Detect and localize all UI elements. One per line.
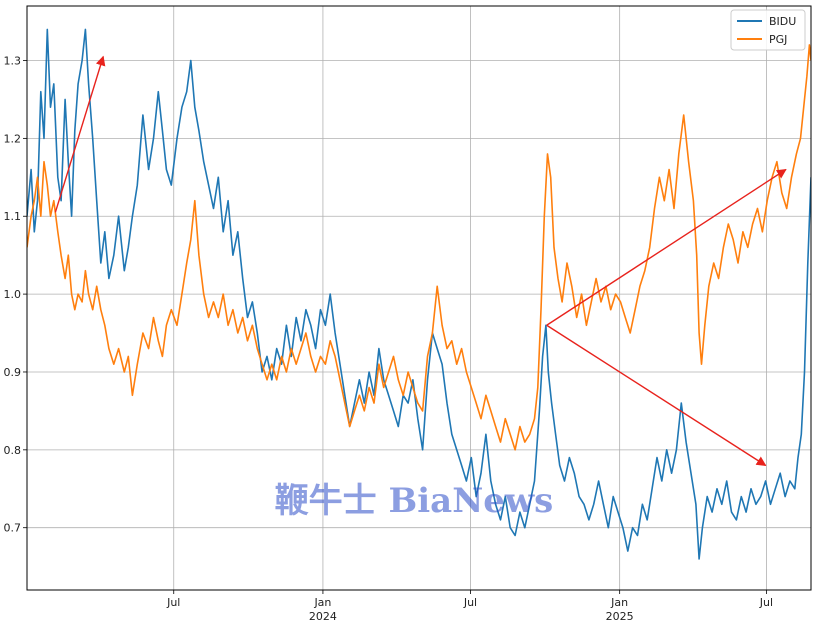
x-tick-year-label: 2025 <box>606 610 634 623</box>
x-tick-label: Jul <box>463 596 477 609</box>
annotation-arrow <box>546 324 767 467</box>
y-tick-label: 0.9 <box>4 366 22 379</box>
legend-label-bidu: BIDU <box>769 15 796 28</box>
x-tick-label: Jul <box>759 596 773 609</box>
x-tick-year-label: 2024 <box>309 610 337 623</box>
x-tick-label: Jan <box>313 596 331 609</box>
x-tick-label: Jul <box>166 596 180 609</box>
annotation-arrow <box>546 168 787 326</box>
legend: BIDU PGJ <box>730 9 806 51</box>
y-tick-label: 1.2 <box>4 132 22 145</box>
y-tick-label: 1.3 <box>4 55 22 68</box>
legend-label-pgj: PGJ <box>769 33 787 46</box>
series-layer <box>27 28 811 560</box>
y-tick-label: 1.0 <box>4 288 22 301</box>
series-line-pgj <box>27 44 811 451</box>
plot-frame <box>26 5 812 591</box>
annotation-arrow <box>54 55 106 213</box>
y-tick-label: 0.7 <box>4 522 22 535</box>
annotation-arrows <box>54 55 787 467</box>
grid <box>27 6 811 590</box>
watermark: 鞭牛士 BiaNews <box>275 481 554 521</box>
series-line-bidu <box>27 28 811 560</box>
x-tick-label: Jan <box>610 596 628 609</box>
y-tick-label: 0.8 <box>4 444 22 457</box>
y-tick-label: 1.1 <box>4 210 22 223</box>
